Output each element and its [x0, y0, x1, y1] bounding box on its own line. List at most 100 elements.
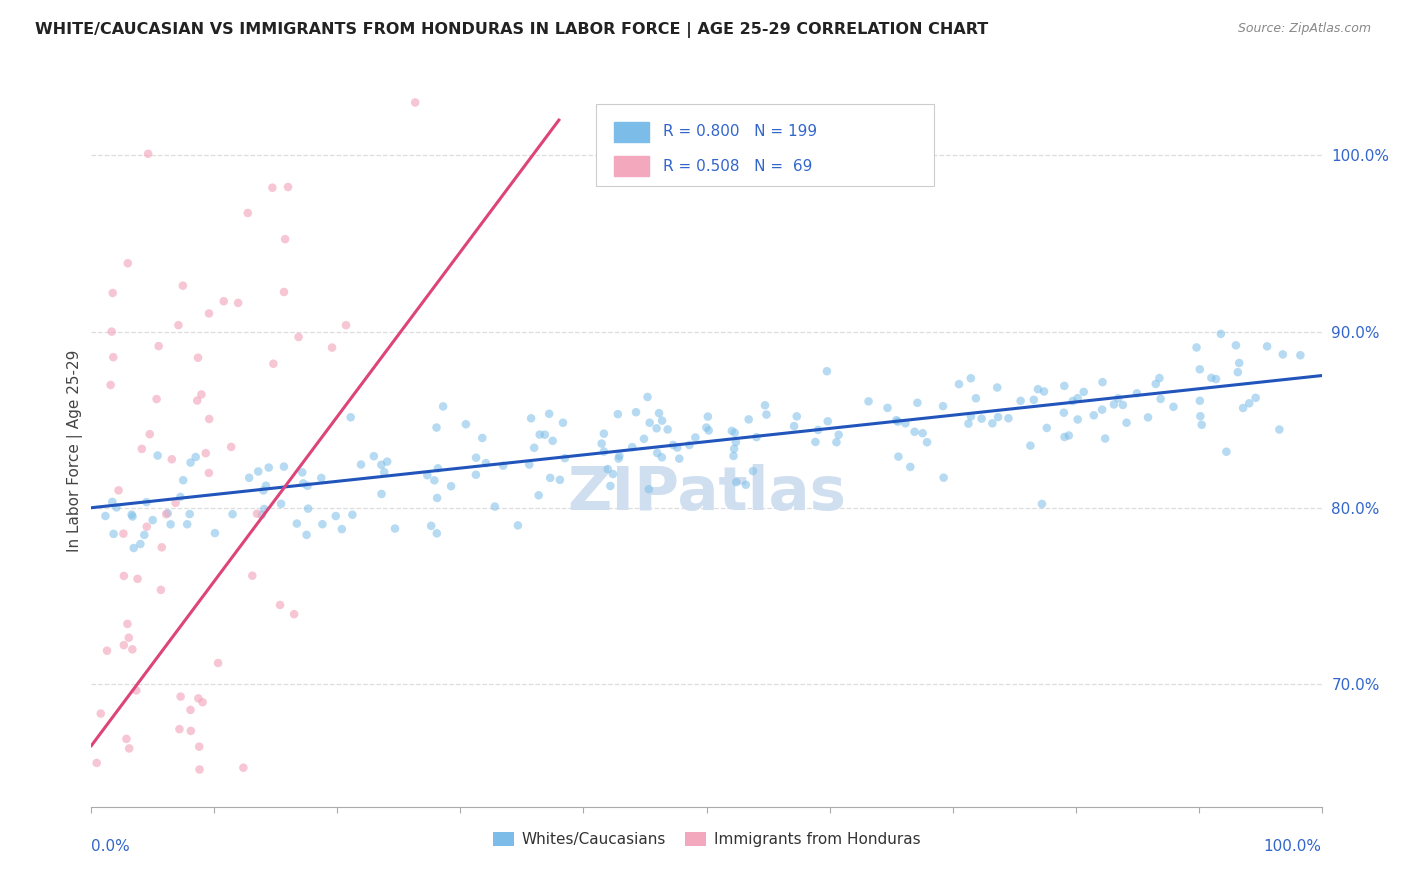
Point	[187, 351, 209, 365]
Point	[1094, 432, 1116, 446]
Point	[484, 500, 506, 514]
Point	[724, 435, 747, 450]
Point	[981, 417, 1004, 431]
Point	[548, 473, 571, 487]
FancyBboxPatch shape	[596, 104, 934, 186]
Point	[464, 467, 486, 482]
Point	[232, 761, 254, 775]
Point	[987, 410, 1010, 425]
Point	[645, 421, 668, 435]
Point	[1033, 384, 1056, 399]
Point	[416, 468, 439, 483]
Point	[270, 497, 292, 511]
Point	[960, 409, 983, 424]
Point	[118, 741, 141, 756]
Point	[291, 466, 314, 480]
Point	[191, 695, 214, 709]
Point	[965, 391, 987, 405]
Point	[1256, 339, 1278, 353]
Point	[135, 519, 157, 533]
Point	[1107, 392, 1129, 406]
Point	[238, 471, 260, 485]
Point	[645, 446, 668, 460]
Point	[198, 466, 221, 480]
Point	[887, 415, 910, 429]
Point	[404, 95, 426, 110]
Point	[273, 459, 295, 474]
Point	[127, 572, 149, 586]
Point	[638, 416, 661, 430]
Point	[103, 350, 125, 364]
Point	[804, 434, 827, 449]
Point	[253, 502, 276, 516]
Point	[1289, 348, 1312, 362]
Point	[121, 642, 143, 657]
Point	[596, 462, 619, 476]
Point	[1091, 375, 1114, 389]
Point	[1209, 326, 1232, 341]
Point	[207, 656, 229, 670]
Point	[363, 449, 385, 463]
Point	[529, 427, 551, 442]
Point	[277, 180, 299, 194]
Point	[283, 607, 305, 622]
Point	[1053, 379, 1076, 393]
Point	[325, 509, 347, 524]
Point	[131, 442, 153, 456]
Point	[1062, 394, 1084, 409]
Point	[725, 475, 748, 490]
Text: 0.0%: 0.0%	[91, 839, 131, 855]
Point	[426, 526, 449, 541]
Point	[1102, 397, 1125, 411]
Point	[591, 436, 613, 450]
Point	[1053, 430, 1076, 444]
Point	[342, 508, 364, 522]
Point	[188, 739, 211, 754]
Point	[165, 496, 187, 510]
Point	[179, 703, 201, 717]
Point	[1268, 423, 1291, 437]
Point	[105, 500, 128, 515]
Point	[723, 449, 745, 463]
Point	[159, 517, 181, 532]
Point	[139, 427, 162, 442]
Point	[134, 528, 156, 542]
Point	[783, 419, 806, 434]
Point	[621, 440, 644, 454]
Point	[370, 487, 392, 501]
Point	[1137, 410, 1160, 425]
Point	[624, 405, 647, 419]
Point	[1205, 372, 1227, 386]
Point	[697, 424, 720, 438]
Point	[188, 763, 211, 777]
Point	[1232, 401, 1254, 415]
Point	[1188, 362, 1211, 376]
Point	[1036, 421, 1059, 435]
Point	[262, 357, 284, 371]
Bar	[614, 156, 648, 177]
Point	[633, 432, 655, 446]
Point	[1244, 391, 1267, 405]
Point	[1163, 400, 1185, 414]
Point	[723, 442, 745, 456]
Point	[142, 513, 165, 527]
Point	[754, 398, 776, 412]
Point	[176, 517, 198, 532]
Point	[236, 206, 259, 220]
Point	[1215, 444, 1237, 458]
Bar	[614, 122, 648, 142]
Point	[1053, 406, 1076, 420]
Point	[903, 425, 925, 439]
Point	[1066, 391, 1088, 405]
Point	[1126, 386, 1149, 401]
Point	[375, 455, 398, 469]
Point	[651, 414, 673, 428]
Point	[696, 409, 718, 424]
Point	[876, 401, 898, 415]
Point	[648, 406, 671, 420]
Point	[520, 411, 543, 425]
Point	[721, 424, 744, 438]
Point	[273, 285, 295, 299]
Text: 100.0%: 100.0%	[1264, 839, 1322, 855]
Point	[609, 449, 631, 463]
